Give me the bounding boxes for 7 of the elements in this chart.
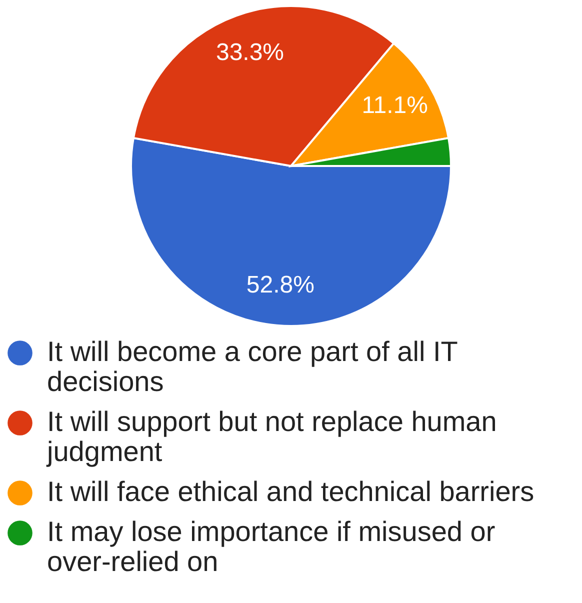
legend-label: It may lose importance if misused or over-relied on <box>47 516 496 577</box>
legend-label: It will support but not replace human judgment <box>46 406 497 467</box>
data-label: 52.8% <box>246 272 314 299</box>
data-label: 33.3% <box>216 39 284 66</box>
data-label: 11.1% <box>362 92 428 119</box>
legend-label: It will face ethical and technical barriers <box>47 476 534 507</box>
legend-label: It will become a core part of all IT decisions <box>47 336 458 397</box>
